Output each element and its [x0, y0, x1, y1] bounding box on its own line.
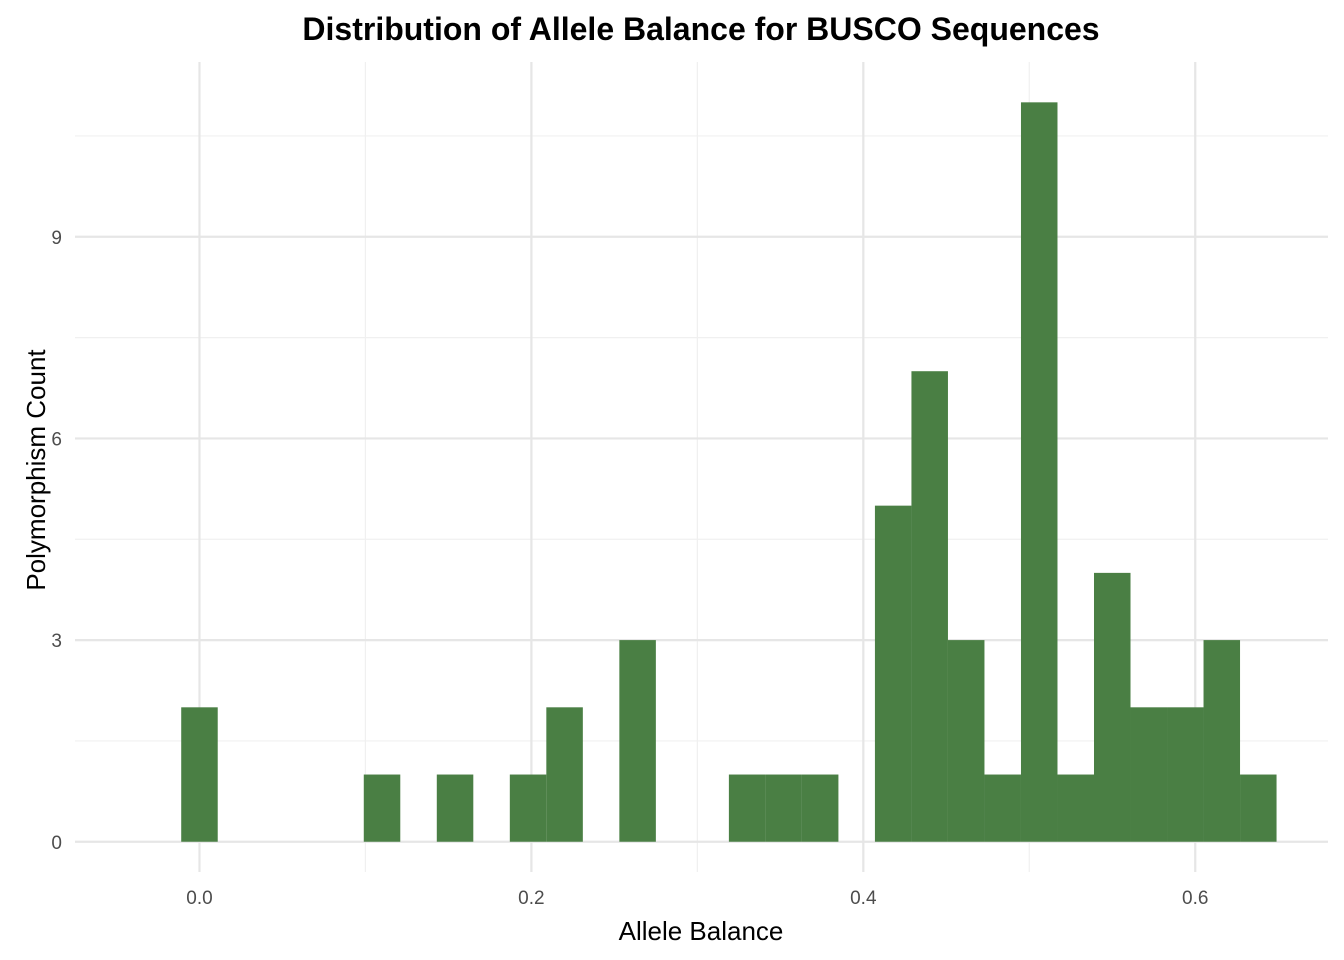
x-tick-label: 0.2 — [518, 888, 544, 909]
histogram-bar — [1203, 640, 1241, 842]
x-axis-label: Allele Balance — [619, 916, 784, 946]
chart-title: Distribution of Allele Balance for BUSCO… — [302, 11, 1099, 47]
histogram-bar — [801, 774, 839, 842]
x-tick-label: 0.4 — [850, 888, 877, 909]
histogram-bar — [911, 371, 948, 842]
histogram-bar — [509, 774, 547, 842]
y-axis-label: Polymorphism Count — [21, 349, 51, 591]
histogram-bar — [1130, 707, 1168, 842]
y-tick-label: 6 — [51, 429, 62, 450]
histogram-bar — [1167, 707, 1204, 842]
histogram-bar — [363, 774, 401, 842]
histogram-bar — [874, 505, 912, 842]
y-axis-ticks: 0 3 6 9 — [51, 228, 62, 854]
histogram-bar — [947, 640, 985, 842]
histogram-bar — [436, 774, 474, 842]
y-tick-label: 9 — [51, 228, 62, 249]
histogram-bar — [181, 707, 218, 842]
histogram-bar — [1093, 572, 1131, 842]
y-tick-label: 3 — [51, 631, 62, 652]
bars — [181, 102, 1277, 842]
x-axis-ticks: 0.0 0.2 0.4 0.6 — [186, 888, 1208, 909]
histogram-bar — [984, 774, 1021, 842]
histogram-bar — [1240, 774, 1277, 842]
histogram-bar — [1057, 774, 1094, 842]
histogram-bar — [1020, 102, 1058, 842]
histogram-bar — [546, 707, 583, 842]
histogram-bar — [728, 774, 766, 842]
y-tick-label: 0 — [51, 833, 62, 854]
histogram-bar — [765, 774, 802, 842]
x-tick-label: 0.6 — [1182, 888, 1208, 909]
x-tick-label: 0.0 — [186, 888, 212, 909]
histogram-bar — [619, 640, 656, 842]
